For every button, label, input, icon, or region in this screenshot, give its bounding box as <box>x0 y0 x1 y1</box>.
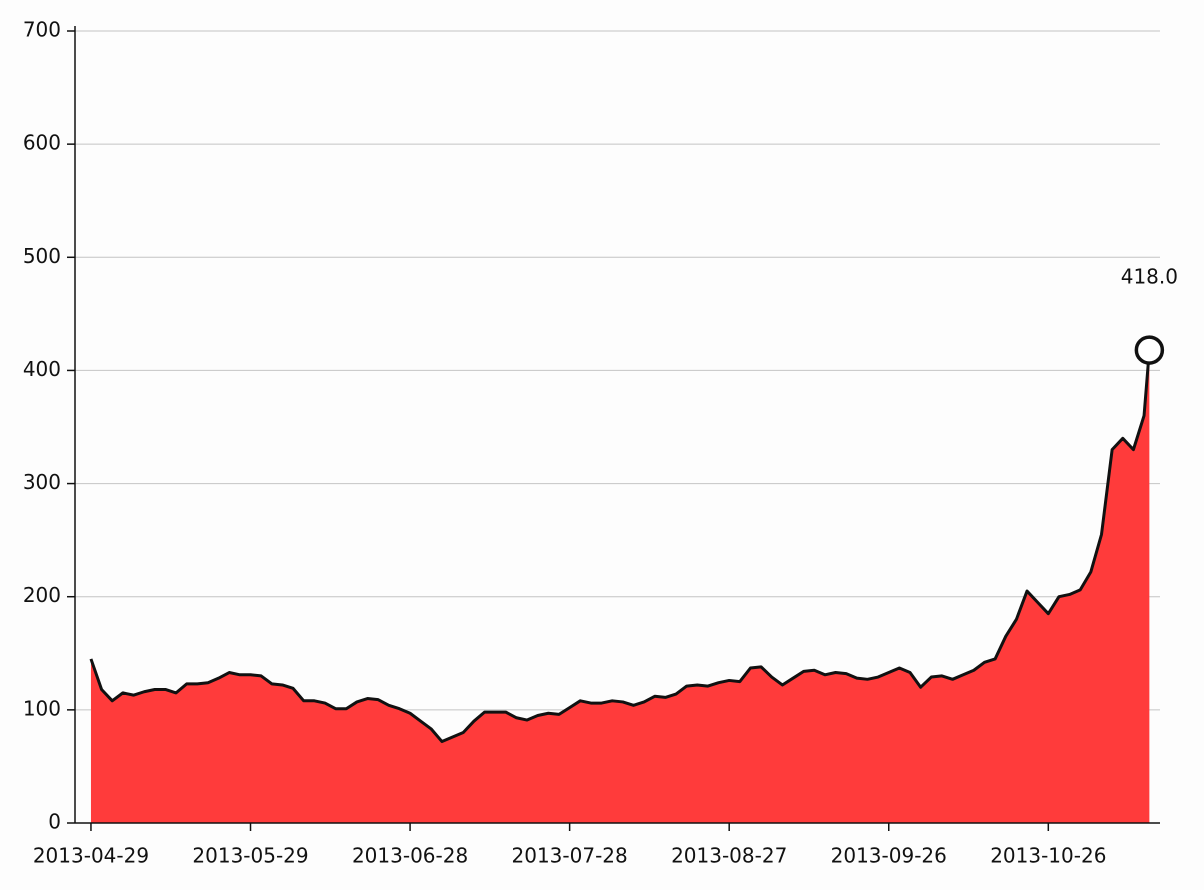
y-tick-label: 500 <box>23 244 61 268</box>
y-tick-label: 0 <box>48 810 61 834</box>
y-tick-label: 400 <box>23 357 61 381</box>
x-tick-label: 2013-10-26 <box>990 844 1106 868</box>
y-tick-label: 100 <box>23 696 61 720</box>
x-tick-label: 2013-08-27 <box>671 844 787 868</box>
area <box>90 350 1150 823</box>
line <box>89 349 1151 744</box>
x-tick-label: 2013-05-29 <box>192 844 308 868</box>
x-tick-label: 2013-07-28 <box>512 844 628 868</box>
y-tick-label: 600 <box>23 131 61 155</box>
y-tick-label: 300 <box>23 470 61 494</box>
x-tick-label: 2013-04-29 <box>33 844 149 868</box>
x-tick-label: 2013-09-26 <box>831 844 947 868</box>
annotation: 418.0 <box>1121 265 1178 289</box>
x-tick-label: 2013-06-28 <box>352 844 468 868</box>
peak-marker <box>1134 335 1165 365</box>
y-tick-label: 200 <box>23 583 61 607</box>
y-tick-label: 700 <box>23 18 61 42</box>
